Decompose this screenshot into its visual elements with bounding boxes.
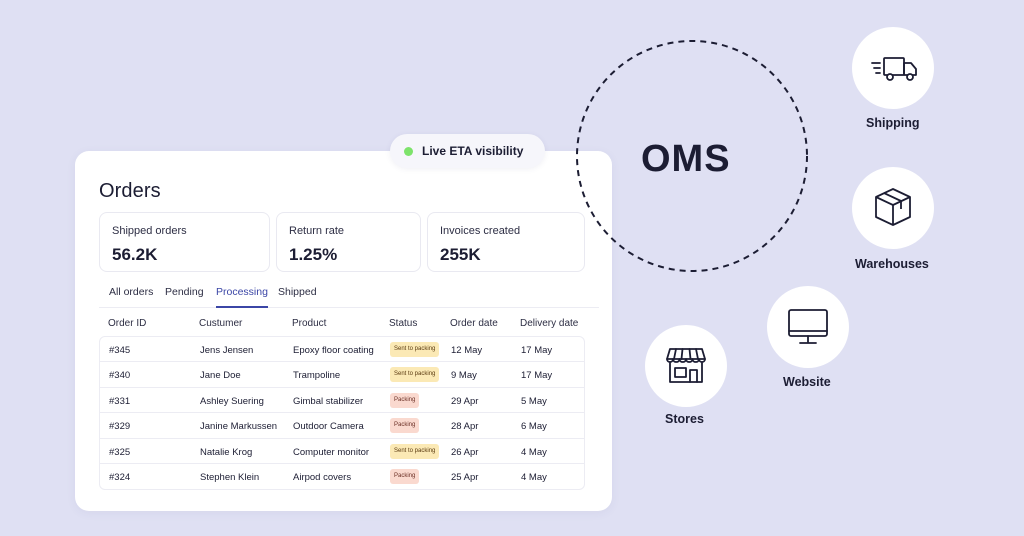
delivery-date-cell: 4 May xyxy=(521,446,547,458)
delivery-date-cell: 4 May xyxy=(521,471,547,483)
order-date-cell: 12 May xyxy=(451,345,483,356)
customer-cell: Janine Markussen xyxy=(200,421,278,433)
tab-pending[interactable]: Pending xyxy=(165,286,204,298)
column-header: Custumer xyxy=(199,318,243,329)
warehouses-label: Warehouses xyxy=(855,257,929,271)
status-cell: Sent to packing xyxy=(390,342,440,357)
monitor-icon xyxy=(788,309,828,344)
website-label: Website xyxy=(783,375,831,389)
delivery-date-cell: 5 May xyxy=(521,395,547,407)
warehouses-node[interactable] xyxy=(852,167,934,249)
product-cell: Gimbal stabilizer xyxy=(293,395,364,407)
table-row[interactable]: #324 Stephen Klein Airpod covers Packing 25 … xyxy=(100,464,584,489)
order-id-cell: #324 xyxy=(109,471,131,483)
status-cell: Packing xyxy=(390,468,420,484)
column-header: Delivery date xyxy=(520,318,579,329)
live-eta-label: Live ETA visibility xyxy=(422,144,524,158)
table-body: #345 Jens Jensen Epoxy floor coating Sent t… xyxy=(99,336,585,491)
status-cell: Packing xyxy=(390,392,420,408)
website-node[interactable] xyxy=(767,286,849,368)
status-badge: Sent to packing xyxy=(390,367,440,383)
status-cell: Packing xyxy=(390,418,420,434)
order-tabs: All orders Pending Processing Shipped xyxy=(99,286,599,308)
stat-value: 255K xyxy=(440,245,481,264)
customer-cell: Jane Doe xyxy=(200,370,241,382)
status-badge: Packing xyxy=(390,418,420,434)
status-cell: Sent to packing xyxy=(390,443,440,459)
status-dot-icon xyxy=(404,147,413,156)
customer-cell: Stephen Klein xyxy=(200,471,260,483)
status-cell: Sent to packing xyxy=(390,367,440,383)
stat-invoices-created: Invoices created 255K xyxy=(427,212,585,272)
product-cell: Outdoor Camera xyxy=(293,421,364,433)
stat-label: Shipped orders xyxy=(112,225,187,237)
product-cell: Computer monitor xyxy=(293,446,370,458)
table-row[interactable]: #345 Jens Jensen Epoxy floor coating Sent t… xyxy=(100,337,584,363)
shipping-node[interactable] xyxy=(852,27,934,109)
table-row[interactable]: #340 Jane Doe Trampoline Sent to packing 9 M… xyxy=(100,362,584,388)
customer-cell: Jens Jensen xyxy=(200,345,254,356)
stat-label: Invoices created xyxy=(440,225,521,237)
column-header: Status xyxy=(389,318,418,329)
stat-value: 56.2K xyxy=(112,245,158,264)
orders-table: Order ID Custumer Product Status Order d… xyxy=(99,312,585,491)
customer-cell: Natalie Krog xyxy=(200,446,253,458)
orders-card: Orders Shipped orders 56.2K Return rate … xyxy=(75,151,612,511)
status-badge: Packing xyxy=(390,468,420,484)
stat-return-rate: Return rate 1.25% xyxy=(276,212,421,272)
stores-node[interactable] xyxy=(645,325,727,407)
order-id-cell: #331 xyxy=(109,395,131,407)
stat-shipped-orders: Shipped orders 56.2K xyxy=(99,212,270,272)
order-date-cell: 29 Apr xyxy=(451,395,479,407)
stores-label: Stores xyxy=(665,412,704,426)
tab-all-orders[interactable]: All orders xyxy=(109,286,154,298)
order-id-cell: #340 xyxy=(109,370,131,382)
oms-ring xyxy=(576,40,808,272)
tab-processing[interactable]: Processing xyxy=(216,286,268,308)
stat-value: 1.25% xyxy=(289,245,338,264)
storefront-icon xyxy=(666,348,706,383)
table-row[interactable]: #325 Natalie Krog Computer monitor Sent to … xyxy=(100,439,584,464)
table-header: Order ID Custumer Product Status Order d… xyxy=(99,312,585,336)
product-cell: Trampoline xyxy=(293,370,341,382)
oms-label: OMS xyxy=(641,138,731,180)
truck-icon xyxy=(871,57,917,81)
shipping-label: Shipping xyxy=(866,116,920,130)
order-id-cell: #325 xyxy=(109,446,131,458)
order-id-cell: #329 xyxy=(109,421,131,433)
table-row[interactable]: #331 Ashley Suering Gimbal stabilizer Packi… xyxy=(100,388,584,414)
order-date-cell: 25 Apr xyxy=(451,471,479,483)
order-date-cell: 28 Apr xyxy=(451,421,479,433)
order-date-cell: 9 May xyxy=(451,370,477,382)
live-eta-badge: Live ETA visibility xyxy=(390,134,545,168)
customer-cell: Ashley Suering xyxy=(200,395,264,407)
order-date-cell: 26 Apr xyxy=(451,446,479,458)
status-badge: Sent to packing xyxy=(390,342,440,357)
column-header: Order ID xyxy=(108,318,147,329)
column-header: Product xyxy=(292,318,327,329)
order-id-cell: #345 xyxy=(109,345,131,356)
delivery-date-cell: 6 May xyxy=(521,421,547,433)
stat-label: Return rate xyxy=(289,225,345,237)
box-icon xyxy=(875,188,911,226)
delivery-date-cell: 17 May xyxy=(521,370,553,382)
product-cell: Airpod covers xyxy=(293,471,352,483)
orders-title: Orders xyxy=(99,180,161,202)
delivery-date-cell: 17 May xyxy=(521,345,553,356)
table-row[interactable]: #329 Janine Markussen Outdoor Camera Packin… xyxy=(100,413,584,439)
status-badge: Sent to packing xyxy=(390,443,440,459)
status-badge: Packing xyxy=(390,392,420,408)
tab-shipped[interactable]: Shipped xyxy=(278,286,317,298)
column-header: Order date xyxy=(450,318,498,329)
product-cell: Epoxy floor coating xyxy=(293,345,374,356)
